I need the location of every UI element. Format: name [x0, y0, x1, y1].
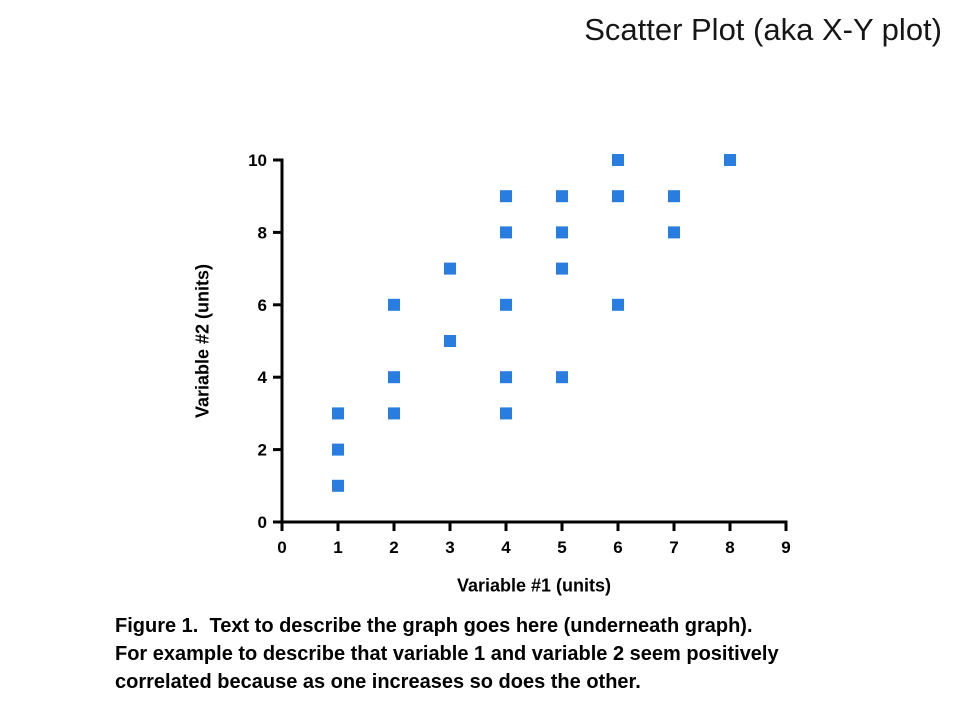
- data-point: [724, 154, 736, 166]
- y-tick-label: 10: [248, 151, 267, 170]
- caption-line: For example to describe that variable 1 …: [115, 643, 779, 665]
- data-point: [500, 371, 512, 384]
- x-axis-title: Variable #1 (units): [456, 575, 612, 596]
- x-tick-label: 1: [333, 538, 342, 557]
- data-point: [668, 226, 680, 239]
- x-tick-label: 4: [501, 538, 511, 557]
- data-point: [612, 190, 624, 203]
- x-tick-label: 3: [445, 538, 454, 557]
- caption-line: correlated because as one increases so d…: [115, 671, 641, 693]
- x-tick-label: 6: [613, 538, 622, 557]
- y-tick-label: 6: [258, 296, 267, 315]
- data-point: [388, 298, 400, 311]
- y-tick-label: 0: [258, 513, 267, 532]
- data-point: [444, 335, 456, 347]
- data-point: [332, 443, 344, 456]
- data-point: [500, 407, 512, 420]
- page-title: Scatter Plot (aka X-Y plot): [584, 12, 942, 47]
- data-point: [556, 226, 568, 239]
- y-tick-label: 2: [258, 441, 267, 460]
- x-tick-label: 5: [557, 538, 566, 557]
- data-point: [556, 371, 568, 384]
- x-tick-label: 8: [725, 538, 734, 557]
- data-point: [500, 226, 512, 239]
- data-point: [612, 298, 624, 311]
- data-point: [388, 371, 400, 384]
- data-point: [612, 154, 624, 166]
- data-point: [668, 190, 680, 203]
- y-axis-title: Variable #2 (units): [192, 263, 213, 419]
- data-point: [500, 298, 512, 311]
- x-tick-label: 7: [669, 538, 678, 557]
- y-tick-label: 8: [258, 223, 267, 242]
- data-point: [500, 190, 512, 203]
- data-point: [332, 479, 344, 492]
- data-point: [332, 407, 344, 420]
- data-point: [556, 190, 568, 203]
- y-tick-label: 4: [258, 368, 268, 387]
- x-tick-label: 2: [389, 538, 398, 557]
- x-tick-label: 0: [277, 538, 286, 557]
- caption-line: Figure 1. Text to describe the graph goe…: [115, 615, 753, 637]
- data-point: [388, 407, 400, 420]
- data-point: [444, 262, 456, 275]
- figure-caption: Figure 1. Text to describe the graph goe…: [115, 612, 779, 696]
- data-point: [556, 262, 568, 275]
- x-tick-label: 9: [781, 538, 790, 557]
